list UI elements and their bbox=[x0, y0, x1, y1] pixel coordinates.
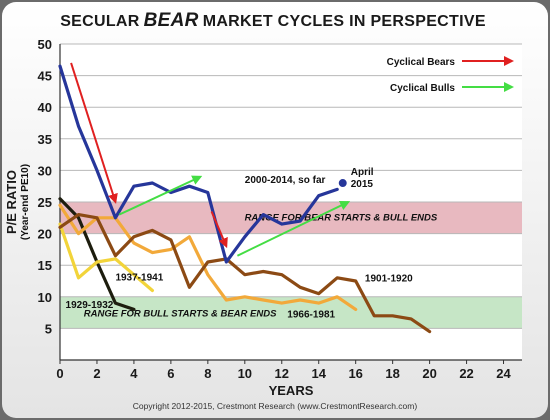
x-tick-label-6: 6 bbox=[167, 366, 174, 381]
endpoint-label-2: 2015 bbox=[351, 179, 374, 190]
y-tick-label-45: 45 bbox=[38, 69, 52, 84]
x-tick-label-8: 8 bbox=[204, 366, 211, 381]
y-axis-sublabel: (Year-end PE10) bbox=[20, 164, 31, 240]
x-tick-label-12: 12 bbox=[275, 366, 289, 381]
endpoint-dot bbox=[337, 178, 348, 189]
series-label-1: 1937-1941 bbox=[115, 272, 163, 283]
band-label-bear: RANGE FOR BEAR STARTS & BULL ENDS bbox=[245, 212, 438, 223]
x-tick-label-0: 0 bbox=[56, 366, 63, 381]
chart-title: SECULAR BEAR MARKET CYCLES IN PERSPECTIVE bbox=[0, 10, 546, 32]
series-label-0: 1929-1932 bbox=[66, 300, 114, 311]
series-label-2: 1966-1981 bbox=[287, 310, 335, 321]
bear-arrow-0 bbox=[70, 62, 118, 204]
series-line-2 bbox=[58, 203, 358, 311]
x-tick-label-20: 20 bbox=[422, 366, 436, 381]
x-tick-label-22: 22 bbox=[459, 366, 473, 381]
copyright-text: Copyright 2012-2015, Crestmont Research … bbox=[132, 401, 418, 411]
legend-label-0: Cyclical Bears bbox=[387, 57, 456, 68]
y-tick-label-35: 35 bbox=[38, 132, 52, 147]
y-tick-label-25: 25 bbox=[38, 195, 52, 210]
x-tick-label-18: 18 bbox=[385, 366, 399, 381]
legend-label-1: Cyclical Bulls bbox=[390, 83, 455, 94]
band-label-bull: RANGE FOR BULL STARTS & BEAR ENDS bbox=[84, 308, 277, 319]
series-line-1 bbox=[58, 222, 154, 293]
x-tick-label-10: 10 bbox=[238, 366, 252, 381]
y-tick-label-30: 30 bbox=[38, 163, 52, 178]
bull-arrow-2 bbox=[118, 175, 203, 216]
title-prefix: SECULAR bbox=[60, 13, 140, 30]
x-tick-label-2: 2 bbox=[93, 366, 100, 381]
title-emphasis: BEAR bbox=[143, 10, 199, 31]
endpoint-label: April bbox=[351, 167, 374, 178]
y-tick-label-40: 40 bbox=[38, 100, 52, 115]
series-line-3 bbox=[58, 213, 432, 334]
x-tick-label-16: 16 bbox=[348, 366, 362, 381]
x-tick-label-4: 4 bbox=[130, 366, 138, 381]
bear-arrow-1 bbox=[210, 211, 228, 249]
y-tick-label-15: 15 bbox=[38, 258, 52, 273]
bull-arrow-3 bbox=[236, 200, 351, 257]
y-tick-label-5: 5 bbox=[45, 321, 52, 336]
x-tick-label-24: 24 bbox=[496, 366, 511, 381]
series-label-3: 1901-1920 bbox=[365, 274, 413, 285]
title-suffix: MARKET CYCLES IN PERSPECTIVE bbox=[202, 13, 486, 30]
y-tick-label-50: 50 bbox=[38, 37, 52, 52]
series-label-4: 2000-2014, so far bbox=[245, 175, 326, 186]
y-tick-label-10: 10 bbox=[38, 290, 52, 305]
y-axis-label: P/E RATIO bbox=[4, 170, 19, 234]
series-line-4 bbox=[58, 64, 339, 264]
x-tick-label-14: 14 bbox=[311, 366, 326, 381]
y-tick-label-20: 20 bbox=[38, 227, 52, 242]
x-axis-label: YEARS bbox=[269, 383, 314, 398]
